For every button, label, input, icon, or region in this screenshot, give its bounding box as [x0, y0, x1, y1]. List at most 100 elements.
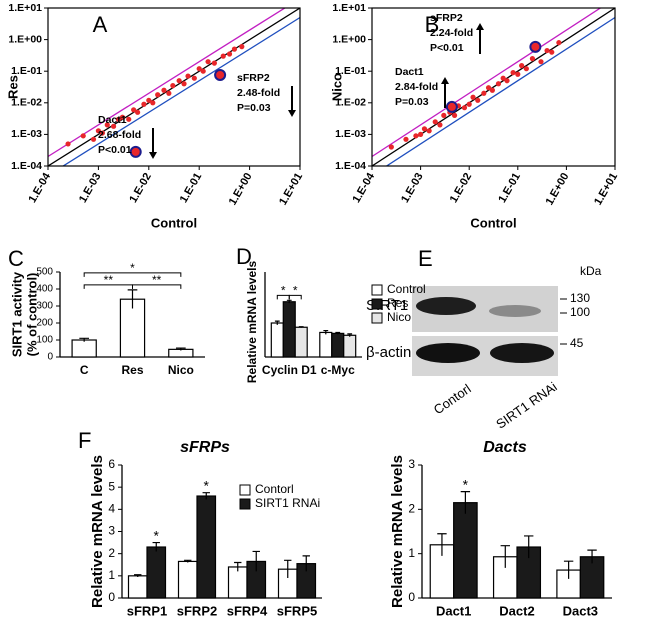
fold-line: [372, 8, 615, 166]
highlighted-point: [445, 100, 458, 113]
highlighted-point: [129, 145, 142, 158]
y-axis-label: SIRT1 activity: [9, 271, 24, 357]
legend-swatch: [371, 298, 383, 310]
x-tick-label: C: [80, 363, 89, 377]
x-tick-label: sFRP1: [127, 603, 167, 618]
error-bar: [152, 541, 160, 552]
annotation: P=0.03: [395, 96, 429, 108]
lane-label: SIRT1 RNAi: [493, 379, 559, 432]
data-point: [135, 109, 141, 115]
error-bar: [347, 333, 353, 337]
error-bar: [274, 320, 280, 325]
x-tick-label: Dact2: [499, 603, 534, 618]
significance-label: *: [130, 261, 135, 275]
data-point: [466, 101, 472, 107]
blot-band: [416, 343, 480, 363]
bar: [343, 334, 357, 358]
error-bar: [286, 299, 292, 304]
y-tick-label: 4: [108, 502, 115, 516]
data-point: [211, 60, 217, 66]
significance-bracket: [288, 294, 302, 300]
bar: [177, 560, 198, 599]
panel-letter: A: [93, 12, 108, 37]
legend-label: Control: [387, 282, 426, 296]
highlighted-point: [529, 40, 542, 53]
x-tick-label: Dact3: [563, 603, 598, 618]
data-point: [489, 87, 495, 93]
x-tick-label: 1.E+00: [227, 171, 255, 207]
bar: [319, 331, 333, 358]
x-tick-label: Dact1: [436, 603, 471, 618]
x-tick-label: 1.E-02: [448, 171, 475, 205]
x-tick-label: 1.E+00: [544, 171, 572, 207]
data-point: [191, 75, 197, 81]
significance-label: **: [104, 273, 114, 287]
data-point: [485, 85, 492, 91]
marker-label: 130: [570, 291, 590, 305]
panel-letter: F: [78, 428, 91, 453]
y-tick-label: 200: [36, 318, 53, 329]
highlighted-point: [214, 68, 227, 81]
x-tick-label: Res: [121, 363, 143, 377]
annotation: 2.48-fold: [237, 87, 280, 99]
data-point: [200, 68, 206, 74]
error-bar: [587, 549, 597, 564]
data-point: [495, 81, 502, 87]
data-point: [126, 116, 132, 122]
data-point: [99, 130, 105, 136]
data-point: [504, 78, 510, 84]
data-point: [437, 122, 443, 128]
bar: [331, 332, 345, 358]
data-point: [461, 105, 468, 111]
x-tick-label: sFRP5: [277, 603, 317, 618]
data-point: [181, 81, 187, 87]
y-axis-label: Res: [5, 75, 20, 99]
bar: [196, 495, 217, 599]
data-point: [80, 133, 86, 139]
data-point: [556, 40, 562, 46]
legend-label: Contorl: [255, 482, 294, 496]
x-tick-label: 1.E-03: [77, 171, 104, 205]
panel-letter: B: [425, 12, 440, 37]
data-point: [544, 47, 550, 54]
y-tick-label: 1.E+01: [8, 2, 42, 14]
legend-label: SIRT1 RNAi: [255, 496, 320, 510]
x-axis-label: Control: [151, 215, 197, 230]
y-tick-label: 1: [108, 568, 115, 582]
error-bar: [323, 329, 329, 335]
fold-line: [61, 16, 300, 166]
data-point: [451, 112, 458, 118]
x-tick-label: 1.E-01: [178, 171, 205, 205]
data-point: [538, 59, 544, 65]
significance-bracket: [83, 272, 182, 277]
error-bar: [302, 555, 310, 572]
data-point: [403, 136, 409, 142]
annotation: Dact1: [395, 66, 424, 78]
x-tick-label: 1.E-03: [399, 171, 426, 205]
y-tick-label: 5: [108, 479, 115, 493]
data-point: [510, 70, 516, 76]
data-point: [239, 44, 245, 50]
error-bar: [234, 561, 242, 572]
fold-line: [372, 8, 602, 158]
error-bar: [252, 550, 260, 572]
annotation: sFRP2: [430, 12, 463, 24]
error-bar: [79, 337, 89, 342]
data-point: [515, 71, 521, 77]
error-bar: [184, 559, 192, 563]
data-point: [155, 92, 161, 98]
data-point: [110, 123, 117, 129]
arrow-head: [288, 110, 296, 117]
significance-label: *: [293, 284, 298, 298]
significance-label: *: [204, 477, 210, 493]
error-bar: [335, 331, 341, 335]
blot-band: [416, 297, 476, 315]
error-bar: [460, 491, 471, 514]
data-point: [418, 131, 424, 137]
significance-label: *: [154, 527, 160, 543]
data-point: [176, 78, 182, 84]
data-point: [141, 101, 147, 107]
x-tick-label: 1.E-04: [351, 170, 378, 205]
y-tick-label: 2: [408, 502, 415, 516]
annotation: P=0.03: [237, 102, 271, 114]
